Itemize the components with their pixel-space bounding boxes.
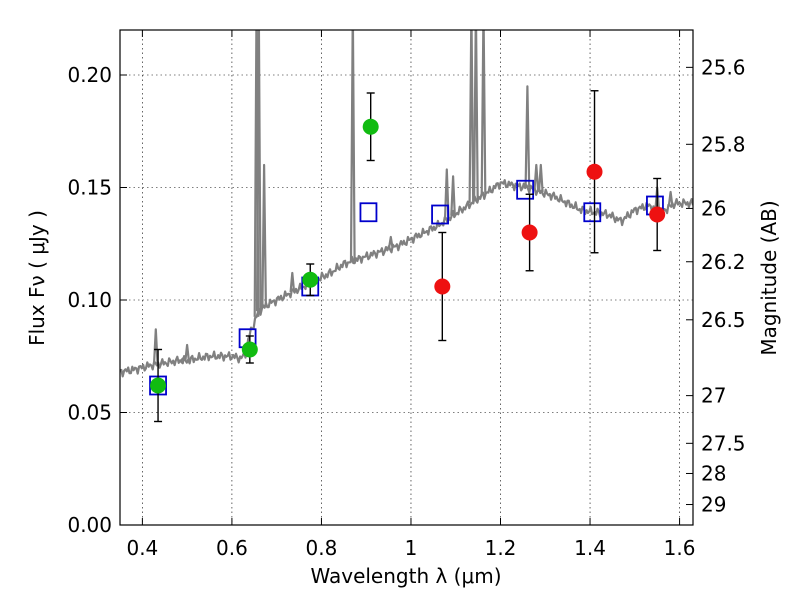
emission-line [468,30,475,204]
plot-frame [119,29,694,526]
y2-tick-label: 26 [701,196,726,220]
y2-tick-label: 25.6 [701,55,746,79]
emission-line [349,30,356,262]
model-photometry-square [431,204,449,225]
y-tick-label: 0.10 [67,288,112,312]
y2-tick-label: 27 [701,384,726,408]
red-point [434,278,451,295]
detection-point [302,271,319,288]
emission-line [152,328,159,365]
emission-line [473,30,479,201]
data-points [149,90,666,423]
plot-area [120,30,693,378]
y2-tick-label: 28 [701,461,726,485]
grid-lines [120,30,693,526]
x-tick-label: 1 [405,536,418,560]
x-tick-label: 0.8 [306,536,338,560]
emission-line [387,235,394,249]
emission-line [255,30,262,312]
y-tick-label: 0.15 [67,176,112,200]
y2-tick-label: 26.5 [701,308,746,332]
x-tick-label: 0.4 [126,536,158,560]
detection-point [362,118,379,135]
x-tick-label: 1.2 [485,536,517,560]
y2-tick-label: 27.5 [701,431,746,455]
emission-line [524,85,531,188]
emission-line [180,357,186,362]
y-tick-label: 0.05 [67,401,112,425]
emission-line [261,163,267,308]
y-tick-label: 0.20 [67,63,112,87]
emission-line [667,190,674,207]
y-axis-title: Flux Fν ( μJy ) [25,210,49,346]
red-point [649,206,666,223]
x-axis-title: Wavelength λ (μm) [310,564,501,588]
emission-line [289,271,296,293]
emission-line [533,163,540,191]
emission-line [450,175,456,216]
red-point [521,224,538,241]
detection-point [150,377,167,394]
y-tick-label: 0.00 [67,513,112,537]
x-tick-label: 1.6 [664,536,696,560]
x-tick-label: 1.4 [574,536,606,560]
red-point [586,163,603,180]
y2-tick-label: 29 [701,493,726,517]
y2-tick-label: 25.8 [701,132,746,156]
emission-line [443,168,450,220]
emission-line [480,30,487,196]
y2-axis-title: Magnitude (AB) [757,200,781,355]
y2-tick-label: 26.2 [701,250,746,274]
detection-point [241,341,258,358]
axis-ticks: 0.4 0.6 0.8 1 1.2 1.4 1.6 0.00 0.05 0.10 0.15 0.20 2… [67,30,746,560]
model-photometry-square [359,202,378,223]
emission-line [537,163,544,193]
model-photometry-square [516,179,535,200]
emission-line [184,343,190,361]
model-photometry-square [583,202,602,223]
x-tick-label: 0.6 [216,536,248,560]
spectrum-continuum [120,179,693,378]
